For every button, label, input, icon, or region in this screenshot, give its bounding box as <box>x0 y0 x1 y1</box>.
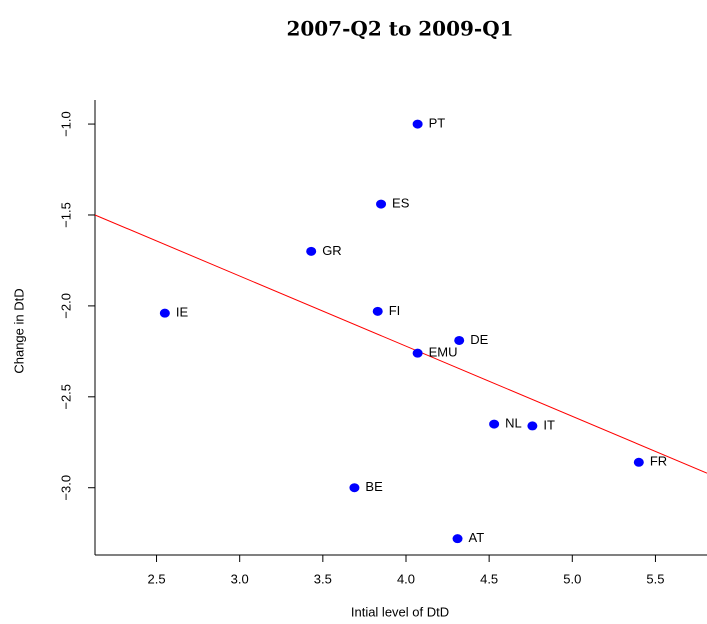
point <box>376 199 387 209</box>
x-tick-label: 5.0 <box>563 571 581 586</box>
x-axis-label: Intial level of DtD <box>351 604 449 619</box>
point <box>454 335 465 345</box>
y-tick-label: −3.0 <box>58 475 73 501</box>
chart-title: 2007-Q2 to 2009-Q1 <box>286 17 513 41</box>
point <box>159 308 170 318</box>
point <box>452 534 463 544</box>
point <box>633 457 644 467</box>
point <box>306 246 317 256</box>
x-tick-label: 3.5 <box>314 571 332 586</box>
x-tick-label: 4.5 <box>480 571 498 586</box>
y-tick-label: −2.0 <box>58 293 73 319</box>
y-tick-label: −2.5 <box>58 384 73 410</box>
x-tick-label: 4.0 <box>397 571 415 586</box>
point-label: NL <box>505 416 522 431</box>
point-label: BE <box>365 479 383 494</box>
point <box>412 348 423 358</box>
point-label: EMU <box>429 345 458 360</box>
point-label: DE <box>470 332 488 347</box>
fit-line <box>94 214 707 474</box>
y-axis-label: Change in DtD <box>11 288 26 373</box>
point <box>527 421 538 431</box>
point-label: PT <box>429 116 446 131</box>
y-tick-label: −1.0 <box>58 111 73 137</box>
x-tick-label: 3.0 <box>231 571 249 586</box>
point-label: GR <box>322 243 342 258</box>
point-label: ES <box>392 196 410 211</box>
point <box>349 483 360 493</box>
point <box>412 119 423 129</box>
x-tick-label: 5.5 <box>646 571 664 586</box>
point <box>372 306 383 316</box>
point <box>489 419 500 429</box>
y-tick-label: −1.5 <box>58 202 73 228</box>
x-tick-label: 2.5 <box>147 571 165 586</box>
point-label: FR <box>650 454 667 469</box>
point-label: FI <box>389 303 401 318</box>
point-label: IE <box>176 305 189 320</box>
point-label: IT <box>543 417 555 432</box>
point-label: AT <box>469 530 485 545</box>
